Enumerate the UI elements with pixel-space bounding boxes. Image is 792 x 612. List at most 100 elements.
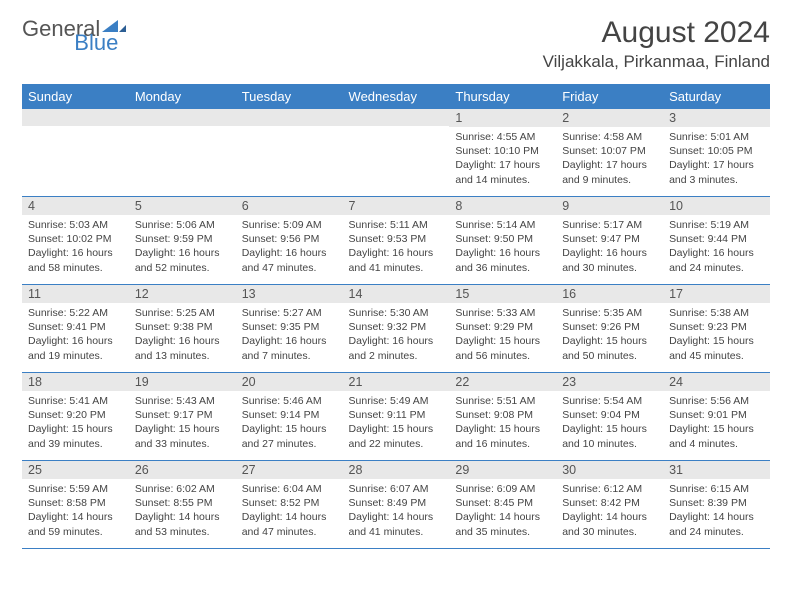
calendar-cell: 2Sunrise: 4:58 AMSunset: 10:07 PMDayligh… [556, 109, 663, 197]
sunset-text: Sunset: 8:55 PM [135, 496, 230, 510]
day-data: Sunrise: 5:25 AMSunset: 9:38 PMDaylight:… [129, 303, 236, 365]
sunset-text: Sunset: 9:14 PM [242, 408, 337, 422]
daylight-text: Daylight: 15 hours and 39 minutes. [28, 422, 123, 450]
calendar-cell: 15Sunrise: 5:33 AMSunset: 9:29 PMDayligh… [449, 285, 556, 373]
calendar-row: 18Sunrise: 5:41 AMSunset: 9:20 PMDayligh… [22, 373, 770, 461]
calendar-cell: 26Sunrise: 6:02 AMSunset: 8:55 PMDayligh… [129, 461, 236, 549]
calendar-row: 1Sunrise: 4:55 AMSunset: 10:10 PMDayligh… [22, 109, 770, 197]
daylight-text: Daylight: 17 hours and 9 minutes. [562, 158, 657, 186]
sunrise-text: Sunrise: 5:11 AM [349, 218, 444, 232]
sunrise-text: Sunrise: 5:43 AM [135, 394, 230, 408]
sunset-text: Sunset: 9:08 PM [455, 408, 550, 422]
day-data: Sunrise: 5:54 AMSunset: 9:04 PMDaylight:… [556, 391, 663, 453]
day-number: 20 [236, 373, 343, 391]
daylight-text: Daylight: 16 hours and 47 minutes. [242, 246, 337, 274]
sunset-text: Sunset: 9:11 PM [349, 408, 444, 422]
sunset-text: Sunset: 9:41 PM [28, 320, 123, 334]
calendar-cell: 30Sunrise: 6:12 AMSunset: 8:42 PMDayligh… [556, 461, 663, 549]
sunrise-text: Sunrise: 6:15 AM [669, 482, 764, 496]
sunrise-text: Sunrise: 5:06 AM [135, 218, 230, 232]
day-data: Sunrise: 5:38 AMSunset: 9:23 PMDaylight:… [663, 303, 770, 365]
daylight-text: Daylight: 15 hours and 45 minutes. [669, 334, 764, 362]
daylight-text: Daylight: 16 hours and 24 minutes. [669, 246, 764, 274]
calendar-row: 4Sunrise: 5:03 AMSunset: 10:02 PMDayligh… [22, 197, 770, 285]
daylight-text: Daylight: 15 hours and 56 minutes. [455, 334, 550, 362]
day-number: 30 [556, 461, 663, 479]
day-data: Sunrise: 6:02 AMSunset: 8:55 PMDaylight:… [129, 479, 236, 541]
calendar-cell: 6Sunrise: 5:09 AMSunset: 9:56 PMDaylight… [236, 197, 343, 285]
daylight-text: Daylight: 17 hours and 3 minutes. [669, 158, 764, 186]
daylight-text: Daylight: 15 hours and 16 minutes. [455, 422, 550, 450]
sunrise-text: Sunrise: 6:02 AM [135, 482, 230, 496]
sunrise-text: Sunrise: 5:46 AM [242, 394, 337, 408]
sunset-text: Sunset: 9:50 PM [455, 232, 550, 246]
sunrise-text: Sunrise: 5:09 AM [242, 218, 337, 232]
calendar-cell: 19Sunrise: 5:43 AMSunset: 9:17 PMDayligh… [129, 373, 236, 461]
sunrise-text: Sunrise: 5:19 AM [669, 218, 764, 232]
day-data: Sunrise: 5:35 AMSunset: 9:26 PMDaylight:… [556, 303, 663, 365]
daylight-text: Daylight: 16 hours and 52 minutes. [135, 246, 230, 274]
sunset-text: Sunset: 9:38 PM [135, 320, 230, 334]
calendar-cell: 17Sunrise: 5:38 AMSunset: 9:23 PMDayligh… [663, 285, 770, 373]
day-data: Sunrise: 5:06 AMSunset: 9:59 PMDaylight:… [129, 215, 236, 277]
daylight-text: Daylight: 15 hours and 10 minutes. [562, 422, 657, 450]
day-data: Sunrise: 4:58 AMSunset: 10:07 PMDaylight… [556, 127, 663, 189]
weekday-saturday: Saturday [663, 85, 770, 109]
calendar-cell: 8Sunrise: 5:14 AMSunset: 9:50 PMDaylight… [449, 197, 556, 285]
day-number [236, 109, 343, 126]
day-data: Sunrise: 5:22 AMSunset: 9:41 PMDaylight:… [22, 303, 129, 365]
day-data: Sunrise: 5:56 AMSunset: 9:01 PMDaylight:… [663, 391, 770, 453]
day-data: Sunrise: 6:12 AMSunset: 8:42 PMDaylight:… [556, 479, 663, 541]
calendar-cell: 22Sunrise: 5:51 AMSunset: 9:08 PMDayligh… [449, 373, 556, 461]
calendar-cell: 4Sunrise: 5:03 AMSunset: 10:02 PMDayligh… [22, 197, 129, 285]
daylight-text: Daylight: 16 hours and 41 minutes. [349, 246, 444, 274]
sunset-text: Sunset: 8:39 PM [669, 496, 764, 510]
daylight-text: Daylight: 16 hours and 36 minutes. [455, 246, 550, 274]
day-number: 4 [22, 197, 129, 215]
day-number: 6 [236, 197, 343, 215]
sunset-text: Sunset: 9:56 PM [242, 232, 337, 246]
day-data: Sunrise: 6:07 AMSunset: 8:49 PMDaylight:… [343, 479, 450, 541]
day-number: 26 [129, 461, 236, 479]
daylight-text: Daylight: 15 hours and 50 minutes. [562, 334, 657, 362]
calendar-cell: 24Sunrise: 5:56 AMSunset: 9:01 PMDayligh… [663, 373, 770, 461]
day-number: 10 [663, 197, 770, 215]
day-number [129, 109, 236, 126]
calendar-cell: 14Sunrise: 5:30 AMSunset: 9:32 PMDayligh… [343, 285, 450, 373]
sunset-text: Sunset: 9:32 PM [349, 320, 444, 334]
day-number: 11 [22, 285, 129, 303]
day-number [343, 109, 450, 126]
day-data: Sunrise: 5:09 AMSunset: 9:56 PMDaylight:… [236, 215, 343, 277]
sunrise-text: Sunrise: 5:51 AM [455, 394, 550, 408]
sunset-text: Sunset: 9:01 PM [669, 408, 764, 422]
day-data: Sunrise: 6:09 AMSunset: 8:45 PMDaylight:… [449, 479, 556, 541]
sunset-text: Sunset: 8:52 PM [242, 496, 337, 510]
day-data: Sunrise: 5:17 AMSunset: 9:47 PMDaylight:… [556, 215, 663, 277]
sunrise-text: Sunrise: 5:38 AM [669, 306, 764, 320]
day-data: Sunrise: 5:46 AMSunset: 9:14 PMDaylight:… [236, 391, 343, 453]
sunrise-text: Sunrise: 5:49 AM [349, 394, 444, 408]
sunrise-text: Sunrise: 5:41 AM [28, 394, 123, 408]
calendar-cell: 16Sunrise: 5:35 AMSunset: 9:26 PMDayligh… [556, 285, 663, 373]
sunrise-text: Sunrise: 5:03 AM [28, 218, 123, 232]
sunrise-text: Sunrise: 5:35 AM [562, 306, 657, 320]
logo-text-blue: Blue [74, 30, 118, 56]
daylight-text: Daylight: 16 hours and 7 minutes. [242, 334, 337, 362]
day-data: Sunrise: 5:33 AMSunset: 9:29 PMDaylight:… [449, 303, 556, 365]
calendar-row: 11Sunrise: 5:22 AMSunset: 9:41 PMDayligh… [22, 285, 770, 373]
day-number: 27 [236, 461, 343, 479]
calendar-cell: 31Sunrise: 6:15 AMSunset: 8:39 PMDayligh… [663, 461, 770, 549]
day-data: Sunrise: 5:43 AMSunset: 9:17 PMDaylight:… [129, 391, 236, 453]
calendar-cell: 29Sunrise: 6:09 AMSunset: 8:45 PMDayligh… [449, 461, 556, 549]
calendar-cell [129, 109, 236, 197]
daylight-text: Daylight: 14 hours and 35 minutes. [455, 510, 550, 538]
day-data: Sunrise: 5:19 AMSunset: 9:44 PMDaylight:… [663, 215, 770, 277]
day-data: Sunrise: 6:04 AMSunset: 8:52 PMDaylight:… [236, 479, 343, 541]
sunset-text: Sunset: 9:47 PM [562, 232, 657, 246]
sunset-text: Sunset: 9:23 PM [669, 320, 764, 334]
day-number: 9 [556, 197, 663, 215]
day-number: 17 [663, 285, 770, 303]
day-number: 31 [663, 461, 770, 479]
day-data: Sunrise: 5:03 AMSunset: 10:02 PMDaylight… [22, 215, 129, 277]
daylight-text: Daylight: 14 hours and 30 minutes. [562, 510, 657, 538]
